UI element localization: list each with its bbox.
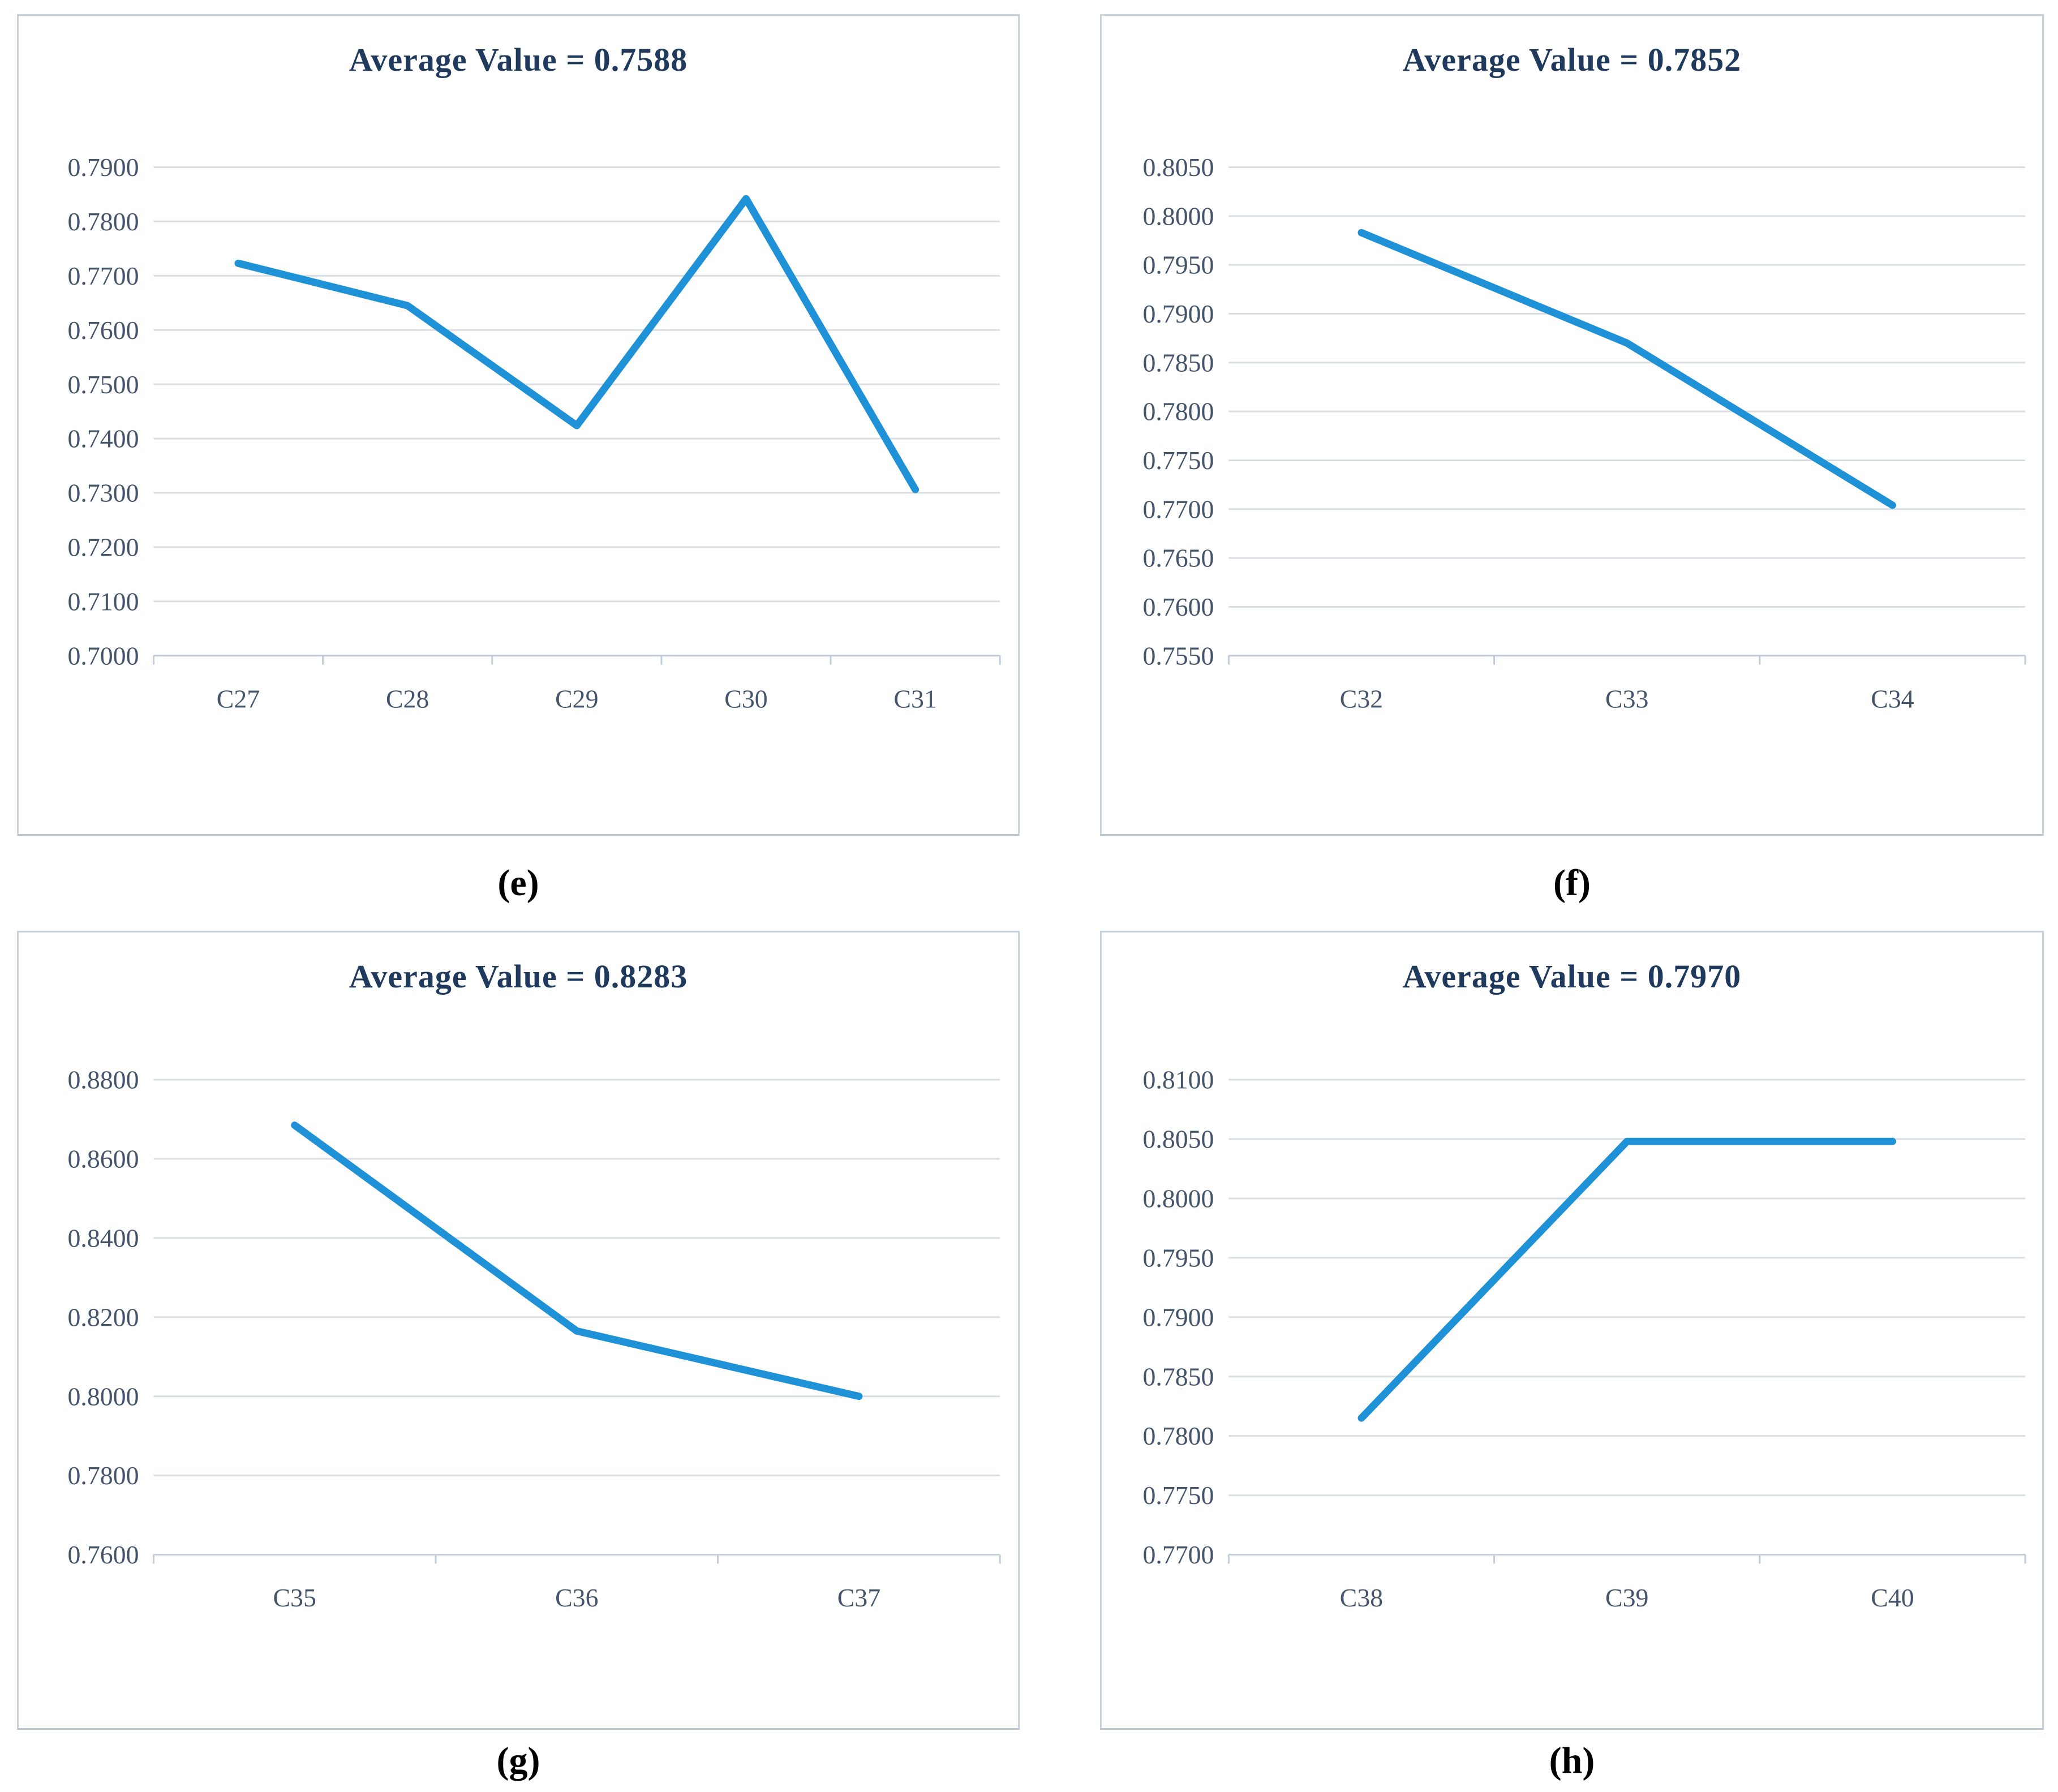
- y-tick-label: 0.7700: [1142, 495, 1214, 523]
- chart-title: Average Value = 0.7970: [1402, 958, 1742, 995]
- y-tick-label: 0.8200: [67, 1303, 139, 1331]
- panel-label-text: (h): [1549, 1740, 1595, 1781]
- y-tick-label: 0.7400: [67, 424, 139, 453]
- x-category-label: C28: [386, 684, 429, 713]
- data-line: [1357, 1137, 1896, 1422]
- line-chart: 0.7900 0.7800 0.7700 0.7600 0.7500 0.7400 0.73…: [67, 153, 1001, 713]
- chart-panel-e: Average Value = 0.7588 0.7900 0.7800 0.770…: [17, 14, 1020, 836]
- chart-title: Average Value = 0.8283: [349, 958, 688, 995]
- x-category-label: C34: [1871, 684, 1914, 713]
- y-tick-label: 0.7750: [1142, 446, 1214, 475]
- x-category-label: C27: [217, 684, 260, 713]
- y-tick-label: 0.7750: [1142, 1481, 1214, 1510]
- chart-panel-h: Average Value = 0.7970 0.8100 0.8050 0.800…: [1100, 931, 2044, 1730]
- x-category-label: C38: [1340, 1583, 1383, 1612]
- y-tick-label: 0.7900: [67, 153, 139, 182]
- y-tick-label: 0.7650: [1142, 544, 1214, 573]
- y-tick-label: 0.7700: [67, 261, 139, 290]
- x-category-label: C40: [1871, 1583, 1914, 1612]
- x-category-label: C32: [1340, 684, 1383, 713]
- y-tick-label: 0.7600: [67, 1540, 139, 1569]
- y-tick-label: 0.7300: [67, 479, 139, 508]
- data-line: [234, 195, 920, 493]
- chart-title: Average Value = 0.7852: [1402, 41, 1742, 78]
- y-tick-label: 0.8800: [67, 1065, 139, 1094]
- y-tick-label: 0.7900: [1142, 299, 1214, 328]
- y-tick-label: 0.7950: [1142, 1243, 1214, 1272]
- y-tick-label: 0.8000: [1142, 1184, 1214, 1213]
- x-category-label: C36: [555, 1583, 598, 1612]
- panel-label-e: (e): [17, 836, 1020, 931]
- x-category-label: C35: [273, 1583, 316, 1612]
- y-tick-label: 0.8000: [1142, 201, 1214, 230]
- y-tick-label: 0.7500: [67, 370, 139, 399]
- panel-label-f: (f): [1100, 836, 2044, 931]
- y-tick-label: 0.7800: [67, 1461, 139, 1490]
- y-tick-label: 0.7550: [1142, 641, 1214, 670]
- chart-panel-f: Average Value = 0.7852 0.8050 0.8000 0.795…: [1100, 14, 2044, 836]
- panel-label-text: (f): [1553, 862, 1591, 904]
- data-line: [1357, 229, 1896, 509]
- y-tick-label: 0.7950: [1142, 251, 1214, 280]
- chart-title: Average Value = 0.7588: [349, 41, 688, 78]
- y-tick-label: 0.7850: [1142, 348, 1214, 377]
- line-chart: 0.8800 0.8600 0.8400 0.8200 0.8000 0.7800 0.76…: [67, 1065, 1001, 1612]
- y-tick-label: 0.8100: [1142, 1065, 1214, 1094]
- panel-label-g: (g): [17, 1730, 1020, 1792]
- line-chart: 0.8050 0.8000 0.7950 0.7900 0.7850 0.7800 0.77…: [1142, 153, 2026, 713]
- x-category-label: C37: [837, 1583, 880, 1612]
- y-tick-label: 0.8050: [1142, 1125, 1214, 1154]
- x-category-label: C39: [1605, 1583, 1648, 1612]
- x-category-label: C30: [724, 684, 767, 713]
- y-tick-label: 0.7700: [1142, 1540, 1214, 1569]
- y-tick-label: 0.7800: [67, 207, 139, 236]
- y-tick-label: 0.7000: [67, 641, 139, 670]
- y-tick-label: 0.7100: [67, 587, 139, 616]
- y-tick-label: 0.7600: [1142, 592, 1214, 621]
- y-tick-label: 0.7600: [67, 316, 139, 345]
- chart-panel-g: Average Value = 0.8283 0.8800 0.8600 0.840…: [17, 931, 1020, 1730]
- y-tick-label: 0.8000: [67, 1382, 139, 1411]
- data-line: [291, 1121, 863, 1400]
- y-tick-label: 0.7800: [1142, 1421, 1214, 1450]
- x-category-label: C29: [555, 684, 598, 713]
- y-tick-label: 0.7850: [1142, 1362, 1214, 1391]
- y-tick-label: 0.7900: [1142, 1303, 1214, 1331]
- y-tick-label: 0.8600: [67, 1145, 139, 1174]
- panel-label-h: (h): [1100, 1730, 2044, 1792]
- y-tick-label: 0.7200: [67, 533, 139, 562]
- panel-label-text: (e): [497, 862, 539, 904]
- y-tick-label: 0.8050: [1142, 153, 1214, 182]
- x-category-label: C31: [893, 684, 936, 713]
- y-tick-label: 0.7800: [1142, 397, 1214, 426]
- x-category-label: C33: [1605, 684, 1648, 713]
- y-tick-label: 0.8400: [67, 1223, 139, 1252]
- panel-label-text: (g): [496, 1740, 540, 1781]
- line-chart: 0.8100 0.8050 0.8000 0.7950 0.7900 0.7850 0.78…: [1142, 1065, 2026, 1612]
